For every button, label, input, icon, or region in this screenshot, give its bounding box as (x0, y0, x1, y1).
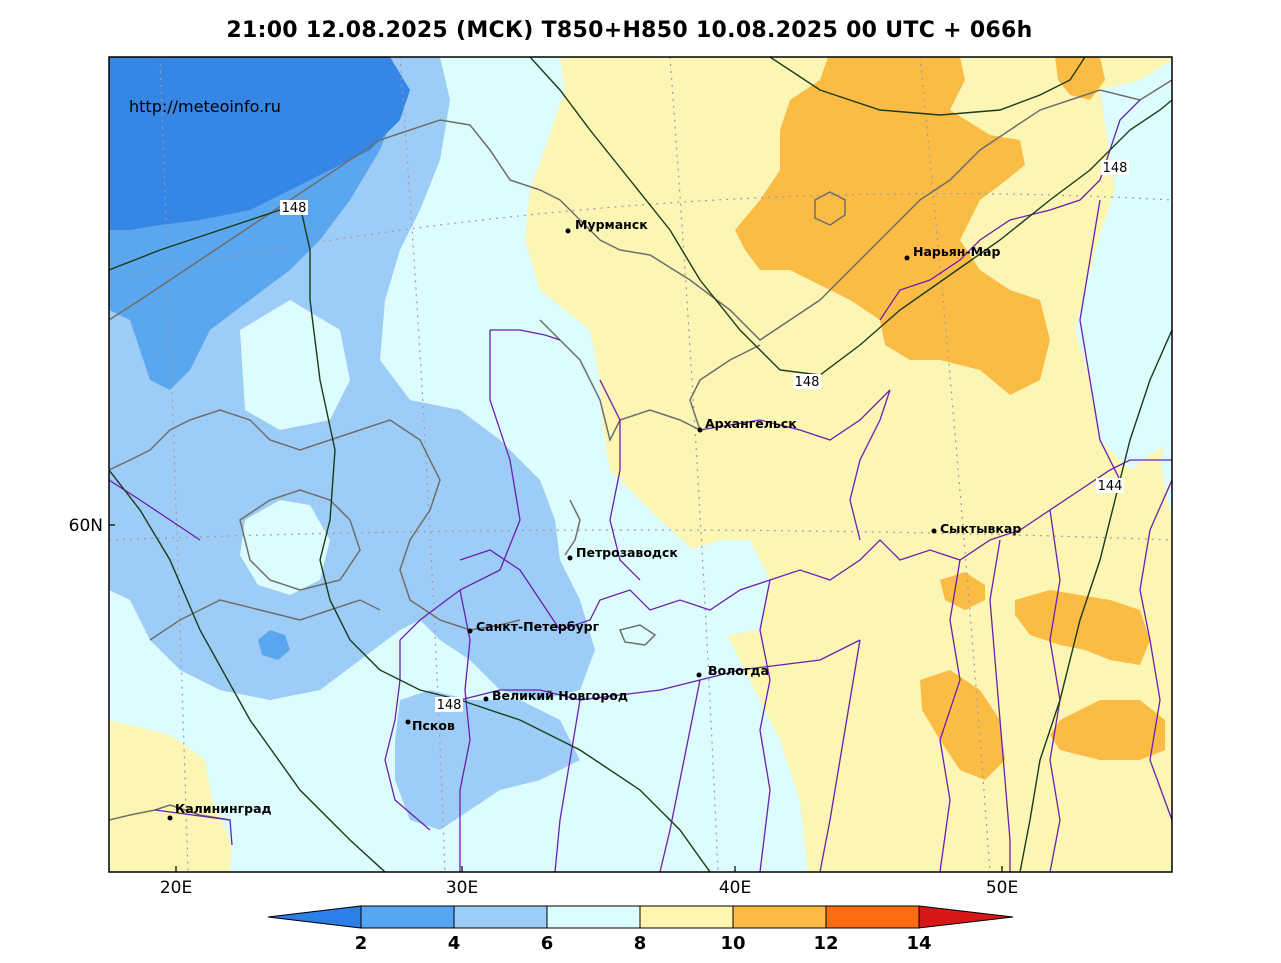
city-label-veliky-novgorod: Великий Новгород (492, 688, 628, 703)
city-label-petrozavodsk: Петрозаводск (576, 545, 678, 560)
contour-label-bgs (280, 160, 1129, 712)
colorbar-segment (732, 905, 827, 929)
isohypse-label: 148 (1103, 161, 1128, 176)
city-label-syktyvkar: Сыктывкар (940, 521, 1021, 536)
map-frame (108, 56, 1173, 873)
colorbar-segment (825, 905, 920, 929)
city-markers (167, 228, 937, 821)
field-lobe-cyan-vologda (600, 540, 770, 640)
lon-tick-50e: 50E (986, 878, 1018, 898)
colorbar-tick-label: 8 (634, 933, 647, 954)
lat-tick-60n: 60N (69, 516, 103, 536)
source-url: http://meteoinfo.ru (129, 97, 281, 116)
tick-marks (109, 524, 1003, 872)
colorbar-tick-label: 2 (355, 933, 368, 954)
colorbar-segment-under (267, 905, 362, 929)
field-band-10-12-north (735, 57, 1050, 395)
isohypse-label: 148 (282, 201, 307, 216)
city-label-murmansk: Мурманск (575, 217, 648, 232)
field-band-8-10-sw (109, 720, 232, 872)
colorbar-segment (453, 905, 548, 929)
colorbar-segment-over (918, 905, 1014, 929)
lon-tick-40e: 40E (719, 878, 751, 898)
colorbar-tick-label: 10 (720, 933, 745, 954)
field-blob-mid-south (258, 630, 290, 660)
isohypse-label: 148 (437, 698, 462, 713)
colorbar-segment (639, 905, 734, 929)
field-lobe-cyan-east (1075, 60, 1172, 470)
field-hole-north (240, 300, 350, 430)
field-hole-finland (240, 500, 330, 595)
field-band-10-12-se1 (920, 670, 1005, 780)
field-band-10-12-se4 (940, 572, 985, 610)
graticule (109, 57, 1172, 872)
map-title: 21:00 12.08.2025 (МСК) T850+H850 10.08.2… (226, 18, 1033, 43)
field-band-10-12-se3 (1050, 700, 1165, 760)
city-label-naryan-mar: Нарьян-Мар (913, 244, 1000, 259)
colorbar-tick-label: 14 (906, 933, 931, 954)
city-label-saint-petersburg: Санкт-Петербург (476, 619, 600, 634)
colorbar-tick-label: 4 (448, 933, 461, 954)
field-band-0-2 (109, 57, 410, 230)
colorbar-segment (360, 905, 455, 929)
map-plot-area (109, 57, 1172, 872)
lon-tick-30e: 30E (446, 878, 478, 898)
field-band-10-12-ne (1055, 57, 1105, 100)
city-label-kaliningrad: Калининград (175, 801, 272, 816)
isohypse-label: 144 (1098, 479, 1123, 494)
field-band-10-12-se2 (1015, 590, 1150, 665)
city-label-vologda: Вологда (708, 663, 769, 678)
contours (109, 57, 1172, 872)
field-band-8-10 (405, 57, 1172, 872)
isohypse-label: 148 (795, 375, 820, 390)
field-blob-pskov (395, 690, 580, 830)
city-label-pskov: Псков (412, 718, 455, 733)
coastlines (109, 79, 1172, 821)
lon-tick-20e: 20E (160, 878, 192, 898)
city-label-arkhangelsk: Архангельск (705, 416, 797, 431)
colorbar-segment (546, 905, 641, 929)
colorbar (267, 905, 1014, 929)
colorbar-tick-label: 6 (541, 933, 554, 954)
colorbar-tick-label: 12 (813, 933, 838, 954)
